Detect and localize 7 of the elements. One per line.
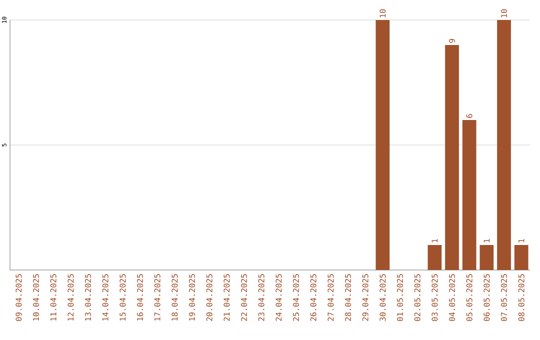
bar	[428, 245, 442, 270]
bar	[376, 20, 390, 270]
bar	[497, 20, 511, 270]
bar	[480, 245, 494, 270]
bar	[445, 45, 459, 270]
bar	[462, 120, 476, 270]
bar	[514, 245, 528, 270]
